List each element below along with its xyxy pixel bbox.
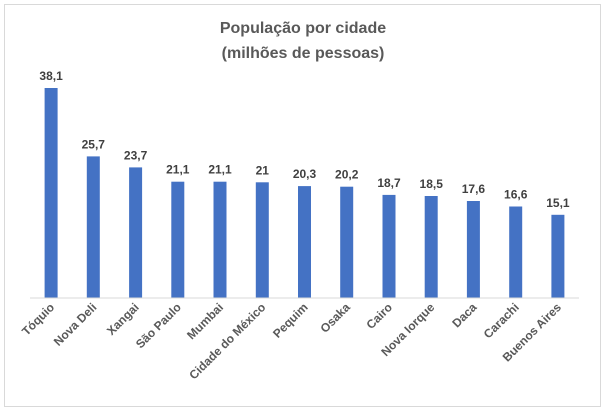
data-label-5: 21 [256, 163, 270, 177]
x-tick-label-5: Cidade do México [186, 300, 268, 382]
x-tick-label-6: Pequim [270, 300, 311, 341]
x-tick-label-0: Tóquio [19, 300, 57, 338]
chart-svg: População por cidade (milhões de pessoas… [19, 20, 579, 382]
bar-8 [382, 194, 396, 298]
data-label-3: 21,1 [166, 163, 190, 177]
x-tick-label-8: Cairo [364, 300, 396, 332]
data-label-7: 20,2 [335, 168, 359, 182]
bar-0 [44, 88, 58, 298]
bar-12 [551, 214, 565, 298]
data-label-4: 21,1 [208, 163, 232, 177]
x-tick-label-3: São Paulo [133, 300, 184, 351]
data-label-10: 17,6 [462, 182, 486, 196]
bar-5 [255, 182, 269, 298]
bar-4 [213, 181, 227, 298]
data-label-6: 20,3 [293, 167, 317, 181]
bar-2 [129, 167, 143, 298]
data-label-2: 23,7 [124, 148, 148, 162]
bar-1 [86, 156, 100, 298]
bars-group [44, 88, 565, 298]
chart-title-line-1: População por cidade [220, 20, 386, 37]
x-tick-label-2: Xangai [104, 300, 142, 338]
data-labels-group: 38,1 25,7 23,7 21,1 21,1 21 20,3 20,2 18,7 18,5 17… [39, 69, 569, 210]
data-label-8: 18,7 [377, 176, 401, 190]
data-label-0: 38,1 [39, 69, 63, 83]
bar-11 [509, 206, 523, 298]
bar-6 [298, 186, 311, 298]
data-label-11: 16,6 [504, 188, 528, 202]
x-tick-label-10: Daca [449, 300, 479, 330]
data-label-1: 25,7 [82, 137, 106, 151]
x-tick-label-1: Nova Deli [51, 300, 100, 349]
x-tick-label-4: Mumbai [184, 300, 226, 342]
chart-title-line-2: (milhões de pessoas) [222, 45, 385, 62]
data-label-12: 15,1 [546, 196, 570, 210]
x-tick-label-7: Osaka [317, 300, 353, 336]
bar-3 [171, 181, 185, 298]
data-label-9: 18,5 [420, 177, 444, 191]
chart-frame: População por cidade (milhões de pessoas… [4, 4, 601, 407]
bar-9 [424, 196, 438, 298]
bar-10 [466, 201, 480, 298]
bar-7 [340, 186, 354, 298]
x-tick-label-11: Carachi [481, 300, 522, 341]
